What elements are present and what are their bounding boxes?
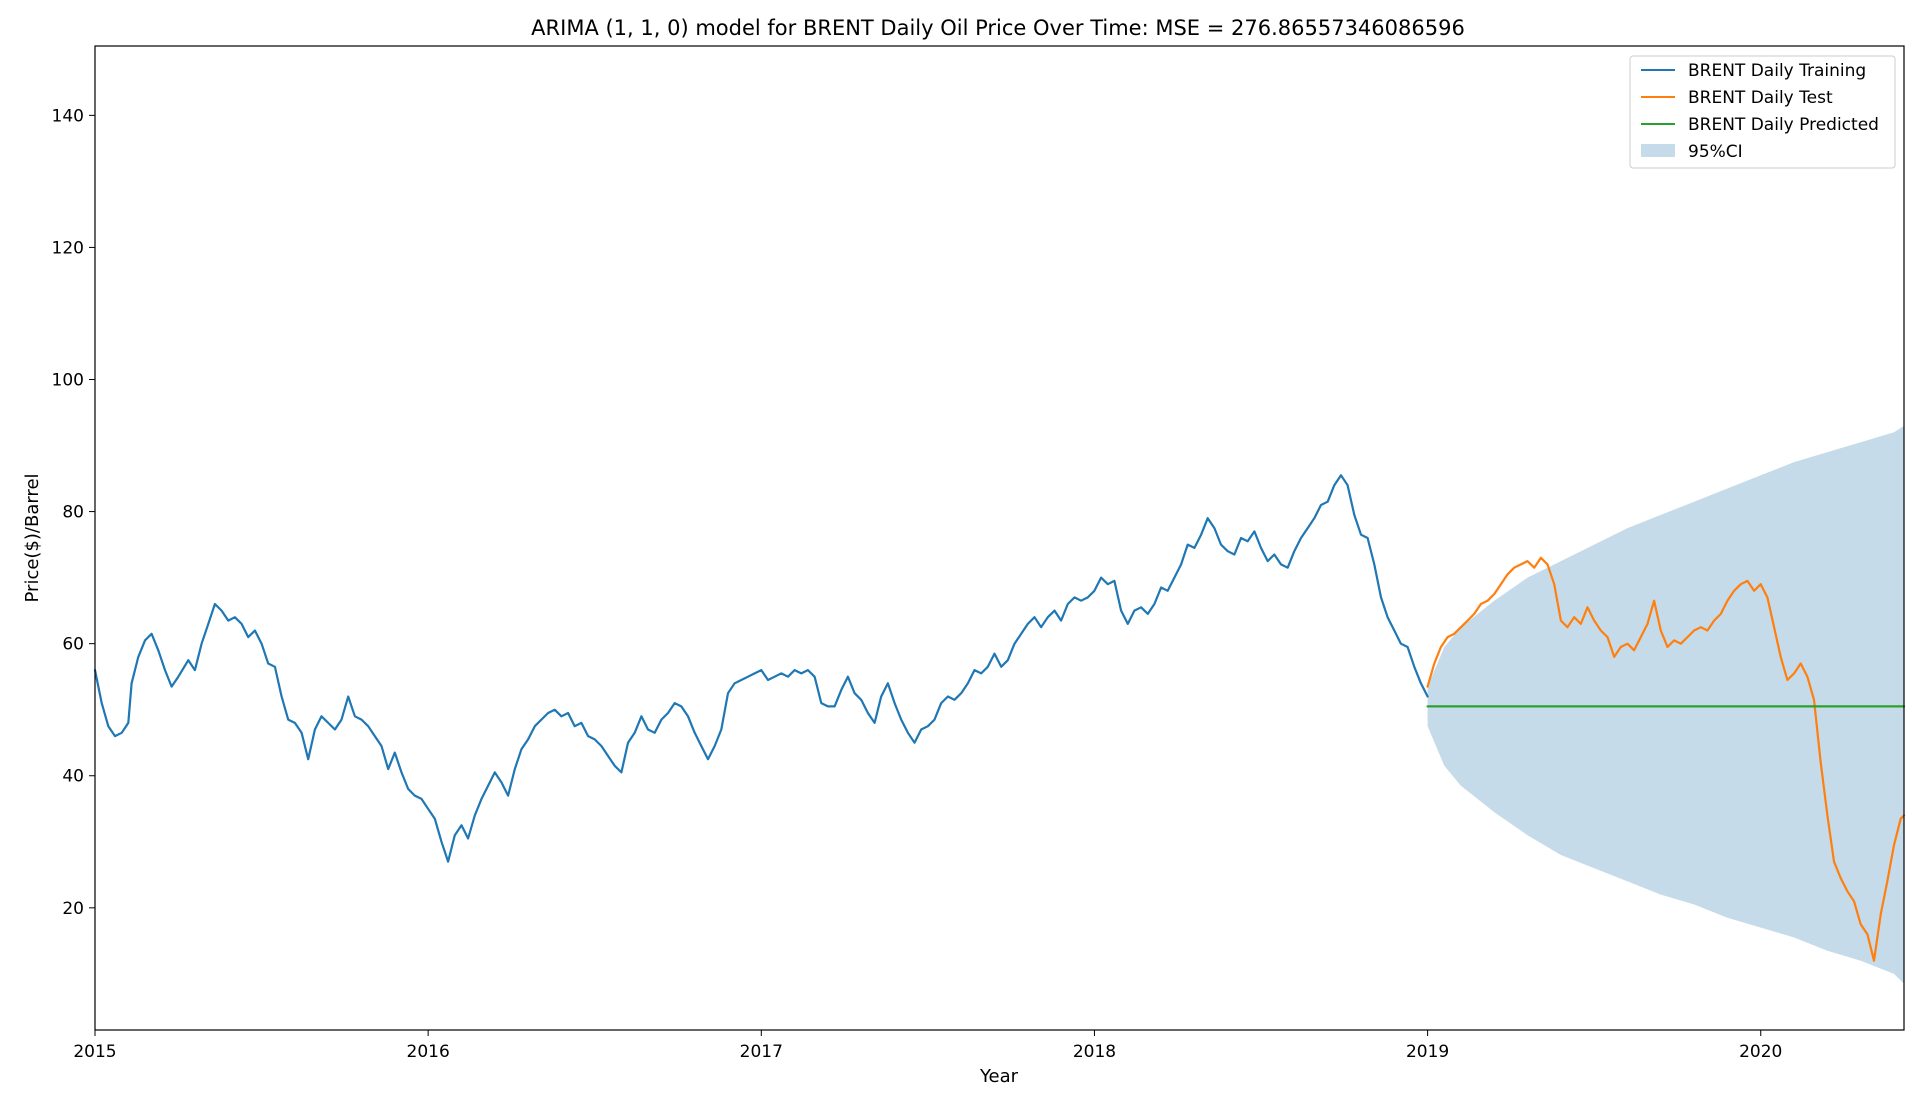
x-tick-label: 2020 bbox=[1739, 1042, 1782, 1062]
test-series-line bbox=[1426, 556, 1906, 962]
x-tick-label: 2016 bbox=[407, 1042, 450, 1062]
axes-frame bbox=[94, 45, 1905, 1031]
chart-title: ARIMA (1, 1, 0) model for BRENT Daily Oi… bbox=[531, 16, 1465, 40]
x-tick-label: 2015 bbox=[73, 1042, 116, 1062]
y-tick-label: 80 bbox=[62, 503, 84, 523]
legend: BRENT Daily Training BRENT Daily Test BR… bbox=[1629, 55, 1896, 169]
y-tick-label: 40 bbox=[62, 767, 84, 787]
y-axis-label: Price($)/Barrel bbox=[22, 473, 43, 602]
x-tick-label: 2018 bbox=[1073, 1042, 1116, 1062]
x-tick-label: 2017 bbox=[740, 1042, 783, 1062]
y-tick-label: 20 bbox=[62, 899, 84, 919]
legend-label-predicted: BRENT Daily Predicted bbox=[1688, 115, 1879, 135]
x-axis-label: Year bbox=[979, 1066, 1019, 1087]
legend-label-training: BRENT Daily Training bbox=[1688, 61, 1866, 81]
legend-label-test: BRENT Daily Test bbox=[1688, 88, 1833, 108]
y-tick-label: 100 bbox=[52, 371, 84, 391]
plot-area bbox=[93, 425, 1906, 984]
y-axis: 20 40 60 80 100 120 140 bbox=[52, 106, 95, 919]
legend-swatch-ci bbox=[1641, 144, 1675, 157]
legend-label-ci: 95%CI bbox=[1688, 142, 1743, 162]
ci-band bbox=[1427, 425, 1904, 984]
legend-box bbox=[1629, 55, 1896, 169]
y-tick-label: 60 bbox=[62, 635, 84, 655]
y-tick-label: 140 bbox=[52, 106, 84, 126]
x-tick-label: 2019 bbox=[1406, 1042, 1449, 1062]
training-series-line bbox=[93, 474, 1429, 863]
x-axis: 2015 2016 2017 2018 2019 2020 bbox=[73, 1030, 1782, 1062]
y-tick-label: 120 bbox=[52, 238, 84, 258]
